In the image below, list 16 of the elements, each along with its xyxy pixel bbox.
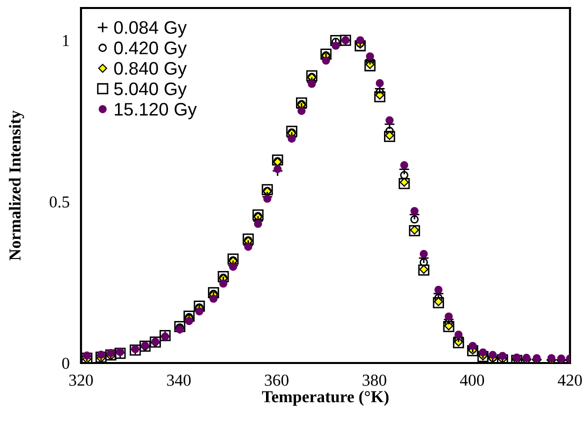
x-axis-title: Temperature (°K) <box>262 390 389 406</box>
legend-label: 0.420 Gy <box>114 42 187 58</box>
y-tick-label: 0 <box>62 358 70 369</box>
x-tick-label: 360 <box>264 374 288 386</box>
legend-label: 15.120 Gy <box>114 102 197 120</box>
y-tick-label: 1 <box>63 35 69 46</box>
y-axis-title: Normalized Intensity <box>8 110 24 260</box>
x-tick-label: 400 <box>460 374 484 386</box>
y-tick-label: 0.5 <box>50 196 70 208</box>
x-tick-label: 380 <box>362 374 386 386</box>
legend-label: 5.040 Gy <box>114 82 187 99</box>
legend-label: 0.840 Gy <box>114 62 187 78</box>
x-tick-label: 340 <box>167 374 191 386</box>
legend-label: 0.084 Gy <box>114 21 187 38</box>
x-tick-label: 420 <box>558 374 582 386</box>
x-tick-label: 320 <box>69 374 93 386</box>
